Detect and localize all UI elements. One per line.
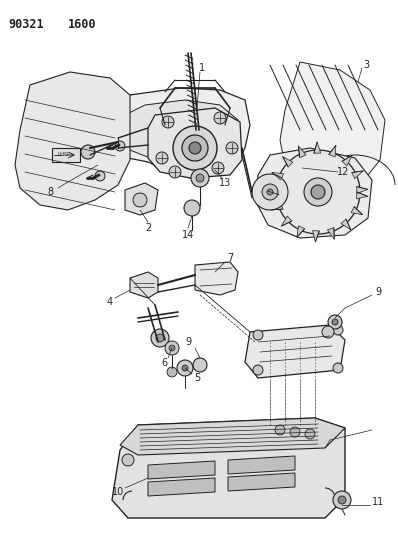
Text: 5: 5 (194, 373, 200, 383)
Circle shape (182, 365, 188, 371)
Polygon shape (280, 62, 385, 195)
Text: 2: 2 (145, 223, 151, 233)
Circle shape (332, 319, 338, 325)
Circle shape (328, 315, 342, 329)
Polygon shape (120, 418, 345, 455)
Circle shape (226, 142, 238, 154)
Text: 4: 4 (107, 297, 113, 307)
Polygon shape (329, 146, 336, 157)
Circle shape (311, 185, 325, 199)
Circle shape (162, 116, 174, 128)
Polygon shape (281, 216, 292, 226)
Circle shape (193, 358, 207, 372)
Circle shape (169, 166, 181, 178)
Text: 1600: 1600 (68, 18, 96, 31)
Polygon shape (52, 148, 80, 162)
Circle shape (333, 491, 351, 509)
Circle shape (212, 162, 224, 174)
Circle shape (191, 169, 209, 187)
Circle shape (177, 360, 193, 376)
Polygon shape (341, 219, 351, 230)
Polygon shape (148, 478, 215, 496)
Circle shape (95, 171, 105, 181)
Text: 13: 13 (219, 178, 231, 188)
Polygon shape (298, 146, 306, 158)
Circle shape (322, 326, 334, 338)
Circle shape (333, 363, 343, 373)
Polygon shape (228, 456, 295, 474)
Text: 14: 14 (182, 230, 194, 240)
Circle shape (184, 200, 200, 216)
Circle shape (167, 367, 177, 377)
Text: 90321: 90321 (8, 18, 44, 31)
Polygon shape (271, 203, 283, 210)
Circle shape (173, 126, 217, 170)
Circle shape (214, 112, 226, 124)
Polygon shape (356, 192, 368, 199)
Circle shape (333, 325, 343, 335)
Circle shape (275, 425, 285, 435)
Circle shape (290, 427, 300, 437)
Circle shape (182, 135, 208, 161)
Circle shape (165, 341, 179, 355)
Polygon shape (357, 187, 368, 193)
Circle shape (122, 454, 134, 466)
Polygon shape (312, 231, 319, 242)
Polygon shape (342, 156, 352, 166)
Polygon shape (112, 418, 345, 518)
Polygon shape (352, 171, 363, 179)
Text: 10: 10 (112, 487, 124, 497)
Polygon shape (228, 473, 295, 491)
Polygon shape (268, 188, 279, 195)
Text: 12: 12 (337, 167, 349, 177)
Polygon shape (283, 157, 293, 167)
Circle shape (156, 152, 168, 164)
Circle shape (252, 174, 288, 210)
Text: LHD: LHD (57, 152, 68, 157)
Circle shape (189, 142, 201, 154)
Polygon shape (351, 207, 363, 215)
Circle shape (169, 345, 175, 351)
Polygon shape (195, 262, 238, 295)
Circle shape (81, 145, 95, 159)
Polygon shape (125, 183, 158, 215)
Circle shape (253, 330, 263, 340)
Polygon shape (15, 72, 130, 210)
Text: 1: 1 (199, 63, 205, 73)
Circle shape (115, 141, 125, 151)
Circle shape (305, 429, 315, 439)
Text: 7: 7 (227, 253, 233, 263)
Polygon shape (314, 142, 321, 153)
Circle shape (276, 150, 360, 234)
Circle shape (267, 189, 273, 195)
Polygon shape (130, 272, 158, 298)
Circle shape (156, 334, 164, 342)
Circle shape (338, 496, 346, 504)
Polygon shape (255, 148, 372, 238)
Polygon shape (328, 228, 334, 239)
Text: 3: 3 (363, 60, 369, 70)
Polygon shape (148, 461, 215, 479)
Text: 6: 6 (161, 358, 167, 368)
Polygon shape (148, 108, 242, 178)
Polygon shape (297, 226, 304, 237)
Polygon shape (272, 173, 283, 180)
Circle shape (262, 184, 278, 200)
Text: 9: 9 (185, 337, 191, 347)
Polygon shape (245, 325, 345, 378)
Circle shape (253, 365, 263, 375)
Circle shape (151, 329, 169, 347)
Polygon shape (98, 88, 250, 178)
Circle shape (304, 178, 332, 206)
Text: 11: 11 (372, 497, 384, 507)
Circle shape (196, 174, 204, 182)
Circle shape (133, 193, 147, 207)
Text: 8: 8 (47, 187, 53, 197)
Polygon shape (115, 100, 238, 170)
Text: 9: 9 (375, 287, 381, 297)
